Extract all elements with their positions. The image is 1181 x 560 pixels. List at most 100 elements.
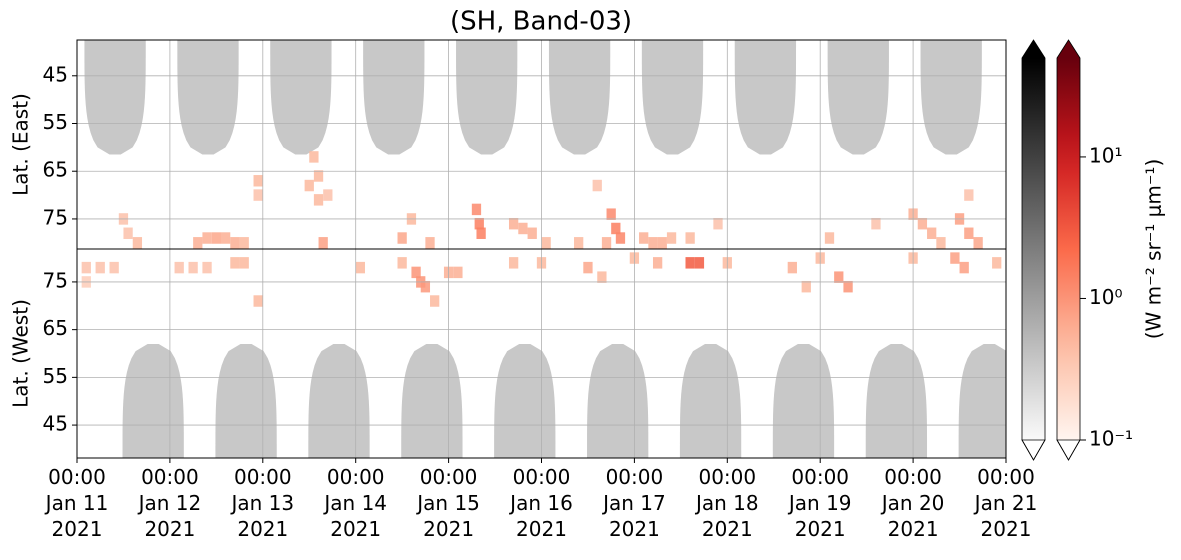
heatmap-cell xyxy=(174,261,184,274)
night-lobe xyxy=(958,343,1006,458)
x-tick-label: 00:00 Jan 13 2021 xyxy=(229,465,294,541)
heatmap-cell xyxy=(239,257,249,269)
night-lobe xyxy=(308,343,370,458)
heatmap-cell xyxy=(453,266,463,279)
heatmap-cell xyxy=(964,189,974,201)
heatmap-cell xyxy=(601,237,612,249)
night-lobe xyxy=(548,40,611,155)
y-tick-label: 45 xyxy=(43,412,68,436)
heatmap-cell xyxy=(193,237,203,249)
heatmap-cell xyxy=(597,271,607,283)
heatmap-cell xyxy=(476,227,486,239)
night-lobe xyxy=(122,343,184,458)
heatmap-cell xyxy=(871,217,881,230)
heatmap-panel xyxy=(84,40,983,249)
night-lobe xyxy=(679,343,742,458)
y-tick-label: 65 xyxy=(43,158,68,182)
heatmap-cell xyxy=(230,237,240,249)
colorbar-frame xyxy=(1021,39,1046,461)
heatmap-cell xyxy=(713,217,723,230)
heatmap-cell xyxy=(123,227,133,239)
heatmap-cell xyxy=(471,203,482,216)
night-lobe xyxy=(363,40,425,155)
heatmap-cell xyxy=(211,232,221,244)
x-tick-label: 00:00 Jan 16 2021 xyxy=(508,465,573,541)
heatmap-cell xyxy=(606,208,616,220)
heatmap-cell xyxy=(666,232,677,244)
heatmap-cell xyxy=(527,227,537,239)
colorbar xyxy=(1057,58,1080,440)
heatmap-cell xyxy=(801,280,811,293)
colorbar-extend-bottom xyxy=(1021,439,1046,461)
heatmap-cell xyxy=(430,295,440,307)
heatmap-cell xyxy=(220,232,231,244)
heatmap-cell xyxy=(508,257,519,269)
heatmap-cell xyxy=(927,227,937,239)
heatmap-cell xyxy=(685,257,695,269)
heatmap-cell xyxy=(615,232,626,244)
night-lobe xyxy=(772,343,835,458)
heatmap-cell xyxy=(397,257,407,269)
colorbar-label: (W m⁻² sr⁻¹ μm⁻¹) xyxy=(1142,159,1166,340)
heatmap-cell xyxy=(253,295,263,307)
heatmap-cell xyxy=(611,222,621,235)
heatmap-cell xyxy=(592,179,602,192)
night-lobe xyxy=(177,40,239,155)
heatmap-cell xyxy=(420,280,431,293)
x-tick-label: 00:00 Jan 18 2021 xyxy=(694,465,759,541)
night-lobe xyxy=(215,343,277,458)
colorbar xyxy=(1022,58,1045,440)
night-lobe xyxy=(587,343,649,458)
heatmap-cell xyxy=(959,261,969,274)
heatmap-cell xyxy=(834,271,844,283)
colorbar-extend-top xyxy=(1057,40,1080,58)
heatmap-cell xyxy=(508,217,519,230)
y-axis-label: Lat. (East) xyxy=(9,93,33,196)
heatmap-cell xyxy=(81,261,91,274)
night-lobe xyxy=(865,343,928,458)
heatmap-cell xyxy=(253,189,263,201)
heatmap-cell xyxy=(936,237,946,249)
heatmap-cell xyxy=(313,170,324,182)
heatmap-cell xyxy=(574,237,584,249)
heatmap-cell xyxy=(355,261,365,274)
heatmap-cell xyxy=(639,232,649,244)
heatmap-cell xyxy=(694,257,705,269)
heatmap-cell xyxy=(109,261,119,274)
heatmap-panel xyxy=(81,252,1006,458)
colorbar-tick-label: 10⁻¹ xyxy=(1089,427,1133,451)
heatmap-cell xyxy=(518,222,528,235)
night-lobe xyxy=(270,40,332,155)
heatmap-cell xyxy=(787,261,797,274)
colorbar-frame xyxy=(1056,39,1081,461)
y-tick-label: 45 xyxy=(43,62,68,86)
heatmap-cell xyxy=(657,237,667,249)
night-lobe xyxy=(827,40,889,155)
plot-frame xyxy=(76,248,1007,459)
heatmap-cell xyxy=(239,237,249,249)
heatmap-cell xyxy=(541,237,551,249)
heatmap-cell xyxy=(188,261,198,274)
y-tick-label: 55 xyxy=(43,110,68,134)
heatmap-cell xyxy=(425,237,435,249)
colorbar-extend-top xyxy=(1022,40,1045,58)
colorbar-tick-label: 10⁰ xyxy=(1089,285,1122,309)
x-tick-label: 00:00 Jan 14 2021 xyxy=(322,465,387,541)
y-tick-label: 55 xyxy=(43,364,68,388)
colorbar-extend-bottom xyxy=(1056,439,1081,461)
heatmap-cell xyxy=(202,261,212,274)
heatmap-cell xyxy=(973,237,983,249)
x-tick-label: 00:00 Jan 11 2021 xyxy=(44,465,109,541)
x-tick-label: 00:00 Jan 21 2021 xyxy=(973,465,1038,541)
heatmap-cell xyxy=(309,151,319,163)
heatmap-cell xyxy=(685,232,695,244)
heatmap-cell xyxy=(397,232,407,244)
heatmap-cell xyxy=(318,237,328,249)
y-axis-label: Lat. (West) xyxy=(9,299,33,408)
x-tick-label: 00:00 Jan 17 2021 xyxy=(601,465,666,541)
night-lobe xyxy=(401,343,463,458)
heatmap-cell xyxy=(411,266,421,279)
heatmap-cell xyxy=(474,217,484,230)
y-tick-label: 75 xyxy=(43,205,68,229)
heatmap-cell xyxy=(132,237,143,249)
